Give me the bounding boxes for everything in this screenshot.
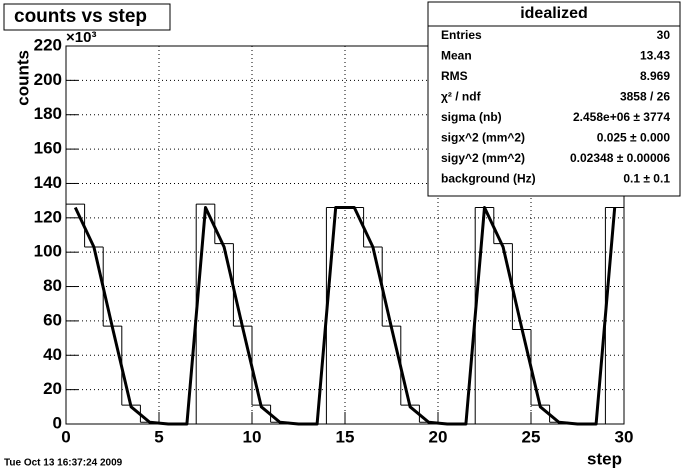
y-axis-label: counts bbox=[13, 50, 32, 106]
y-tick-label: 100 bbox=[34, 242, 62, 261]
y-tick-label: 180 bbox=[34, 104, 62, 123]
y-tick-label: 140 bbox=[34, 173, 62, 192]
stats-label: sigx^2 (mm^2) bbox=[441, 131, 525, 145]
stats-box: idealized Entries 30 Mean 13.43 RMS 8.969 χ² /… bbox=[427, 1, 681, 197]
stats-label: background (Hz) bbox=[441, 172, 536, 186]
title-box bbox=[3, 3, 171, 31]
y-tick-label: 120 bbox=[34, 207, 62, 226]
x-tick-label: 20 bbox=[429, 427, 448, 446]
stats-label: RMS bbox=[441, 69, 468, 83]
stats-value: 13.43 bbox=[640, 49, 670, 63]
x-tick-label: 0 bbox=[61, 427, 70, 446]
chart-title: counts vs step bbox=[14, 6, 147, 27]
stats-frame bbox=[427, 1, 681, 197]
y-tick-label: 40 bbox=[43, 345, 62, 364]
stats-label: χ² / ndf bbox=[441, 90, 482, 104]
y-tick-label: 80 bbox=[43, 276, 62, 295]
stats-label: sigy^2 (mm^2) bbox=[441, 151, 525, 165]
x-tick-label: 10 bbox=[243, 427, 262, 446]
stats-value: 8.969 bbox=[640, 69, 670, 83]
stats-value: 2.458e+06 ± 3774 bbox=[573, 110, 670, 124]
y-tick-label: 200 bbox=[34, 70, 62, 89]
footer: Tue Oct 13 16:37:24 2009 bbox=[4, 458, 123, 469]
x-tick-label: 5 bbox=[154, 427, 163, 446]
stats-label: sigma (nb) bbox=[441, 110, 502, 124]
y-exponent: ×10³ bbox=[66, 29, 96, 46]
x-tick-label: 25 bbox=[522, 427, 541, 446]
y-tick-label: 0 bbox=[53, 413, 62, 432]
y-tick-label: 220 bbox=[34, 35, 62, 54]
y-tick-label: 60 bbox=[43, 310, 62, 329]
stats-value: 0.025 ± 0.000 bbox=[597, 131, 671, 145]
x-tick-label: 30 bbox=[615, 427, 634, 446]
x-axis-label: step bbox=[587, 449, 622, 468]
y-tick-label: 160 bbox=[34, 139, 62, 158]
stats-value: 0.02348 ± 0.00006 bbox=[570, 151, 670, 165]
stats-label: Entries bbox=[441, 28, 482, 42]
stats-value: 3858 / 26 bbox=[620, 90, 670, 104]
stats-label: Mean bbox=[441, 49, 472, 63]
stats-value: 30 bbox=[657, 28, 671, 42]
stats-value: 0.1 ± 0.1 bbox=[623, 172, 670, 186]
y-tick-label: 20 bbox=[43, 379, 62, 398]
x-tick-label: 15 bbox=[336, 427, 355, 446]
fit-line bbox=[73, 206, 617, 426]
stats-title: idealized bbox=[520, 5, 588, 22]
